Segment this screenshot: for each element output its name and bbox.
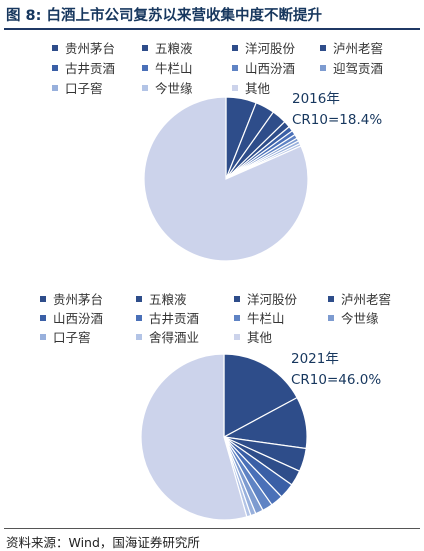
legend-swatch	[232, 44, 238, 51]
legend-swatch	[52, 44, 58, 51]
pie-slice-2021年-10	[140, 353, 248, 521]
source-note: 资料来源：Wind，国海证券研究所	[6, 535, 200, 550]
legend-label: 牛栏山	[155, 61, 193, 76]
legend-swatch	[234, 295, 240, 302]
legend-item: 其他	[232, 78, 270, 97]
legend-item: 泸州老窖	[328, 289, 391, 308]
chart-subtitle-2021: CR10=46.0%	[291, 372, 382, 388]
pie-slice-2016年-10	[143, 96, 309, 262]
legend-swatch	[142, 84, 148, 91]
legend-item: 迎驾贡酒	[320, 58, 383, 77]
legend-label: 今世缘	[341, 311, 379, 326]
legend-label: 口子窖	[65, 81, 103, 96]
chart-subtitle-2016: CR10=18.4%	[292, 112, 383, 128]
legend-swatch	[320, 44, 326, 51]
legend-item: 牛栏山	[142, 58, 193, 77]
legend-item: 五粮液	[142, 38, 193, 57]
figure-title: 图 8: 白酒上市公司复苏以来营收集中度不断提升	[6, 8, 322, 24]
legend-swatch	[40, 295, 46, 302]
legend-swatch	[234, 333, 240, 340]
legend-swatch	[142, 64, 148, 71]
pie-slice-2021年-0	[223, 353, 298, 439]
legend-label: 山西汾酒	[245, 61, 296, 76]
legend-label: 其他	[247, 330, 273, 345]
legend-label: 牛栏山	[247, 311, 285, 326]
legend-label: 口子窖	[53, 330, 91, 345]
legend-swatch	[52, 64, 58, 71]
legend-label: 古井贡酒	[65, 61, 116, 76]
legend-item: 古井贡酒	[52, 58, 115, 77]
pie-2016	[143, 96, 309, 262]
legend-label: 古井贡酒	[149, 311, 200, 326]
legend-swatch	[136, 295, 142, 302]
legend-item: 洋河股份	[232, 38, 295, 57]
legend-swatch	[328, 295, 334, 302]
legend-label: 五粮液	[149, 292, 187, 307]
legend-label: 舍得酒业	[149, 330, 200, 345]
legend-item: 泸州老窖	[320, 38, 383, 57]
legend-label: 山西汾酒	[53, 311, 104, 326]
legend-label: 今世缘	[155, 81, 193, 96]
legend-item: 贵州茅台	[40, 289, 103, 308]
legend-item: 口子窖	[40, 327, 91, 346]
legend-swatch	[232, 64, 238, 71]
legend-label: 五粮液	[155, 41, 193, 56]
legend-label: 洋河股份	[245, 41, 296, 56]
legend-swatch	[40, 333, 46, 340]
legend-item: 今世缘	[328, 308, 379, 327]
legend-item: 古井贡酒	[136, 308, 199, 327]
legend-swatch	[136, 314, 142, 321]
chart-title-2016: 2016年	[292, 91, 340, 107]
legend-swatch	[232, 84, 238, 91]
legend-item: 舍得酒业	[136, 327, 199, 346]
legend-label: 其他	[245, 81, 271, 96]
legend-label: 迎驾贡酒	[333, 61, 384, 76]
legend-swatch	[142, 44, 148, 51]
pie-2021	[140, 353, 308, 521]
legend-swatch	[136, 333, 142, 340]
legend-item: 其他	[234, 327, 272, 346]
legend-item: 山西汾酒	[40, 308, 103, 327]
legend-item: 口子窖	[52, 78, 103, 97]
legend-swatch	[320, 64, 326, 71]
legend-label: 泸州老窖	[341, 292, 392, 307]
legend-label: 贵州茅台	[65, 41, 116, 56]
legend-label: 洋河股份	[247, 292, 298, 307]
legend-swatch	[40, 314, 46, 321]
chart-title-2021: 2021年	[291, 351, 339, 367]
legend-swatch	[328, 314, 334, 321]
legend-swatch	[52, 84, 58, 91]
legend-item: 今世缘	[142, 78, 193, 97]
legend-item: 贵州茅台	[52, 38, 115, 57]
legend-item: 五粮液	[136, 289, 187, 308]
source-rule	[4, 528, 420, 529]
legend-label: 泸州老窖	[333, 41, 384, 56]
title-rule	[4, 28, 420, 30]
legend-item: 牛栏山	[234, 308, 285, 327]
legend-swatch	[234, 314, 240, 321]
legend-item: 山西汾酒	[232, 58, 295, 77]
legend-label: 贵州茅台	[53, 292, 104, 307]
legend-item: 洋河股份	[234, 289, 297, 308]
